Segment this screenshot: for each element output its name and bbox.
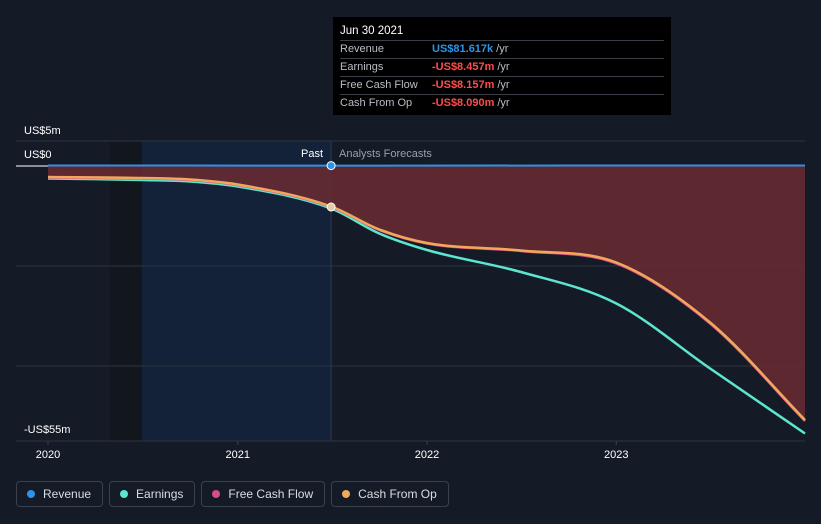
earnings-dot-icon xyxy=(120,490,129,498)
free-cash-flow-dot-icon xyxy=(212,490,221,498)
series-line-cash-from-op xyxy=(47,175,806,421)
tooltip-unit: /yr xyxy=(497,61,510,73)
legend: Revenue Earnings Free Cash Flow Cash Fro… xyxy=(16,481,449,507)
tooltip-row-earnings: Earnings -US$8.457m /yr xyxy=(340,58,664,76)
legend-item-earnings[interactable]: Earnings xyxy=(109,481,196,507)
tooltip-value: -US$8.090m xyxy=(432,97,495,109)
revenue-marker xyxy=(326,161,336,171)
tooltip-row-revenue: Revenue US$81.617k /yr xyxy=(340,40,664,58)
y-label-bottom: -US$55m xyxy=(24,424,70,436)
cash-marker xyxy=(326,202,336,212)
tooltip-row-free-cash-flow: Free Cash Flow -US$8.157m /yr xyxy=(340,76,664,94)
tooltip-value: -US$8.457m xyxy=(432,61,495,73)
y-label-zero: US$0 xyxy=(24,149,52,161)
tooltip-label: Earnings xyxy=(340,61,384,73)
tooltip-label: Cash From Op xyxy=(340,97,413,109)
tooltip-value: US$81.617k xyxy=(432,43,494,55)
legend-item-revenue[interactable]: Revenue xyxy=(16,481,104,507)
x-tick-label: 2020 xyxy=(36,449,60,461)
hover-markers xyxy=(326,161,336,212)
tooltip-label: Revenue xyxy=(340,43,385,55)
series-line-earnings xyxy=(47,177,806,435)
x-tick-label: 2022 xyxy=(415,449,439,461)
y-label-top: US$5m xyxy=(24,125,61,137)
x-tick-label: 2023 xyxy=(604,449,628,461)
past-label: Past xyxy=(301,148,323,160)
legend-label: Earnings xyxy=(136,487,184,501)
axis-labels: US$5m US$0 -US$55m Past Analysts Forecas… xyxy=(24,125,432,436)
free-cash-flow-area xyxy=(48,165,805,421)
forecast-label: Analysts Forecasts xyxy=(339,148,432,160)
legend-label: Revenue xyxy=(43,487,92,501)
legend-item-cash-from-op[interactable]: Cash From Op xyxy=(331,481,449,507)
legend-label: Cash From Op xyxy=(358,487,437,501)
cash-from-op-dot-icon xyxy=(342,490,351,498)
legend-label: Free Cash Flow xyxy=(228,487,314,501)
x-tick-label: 2021 xyxy=(226,449,250,461)
revenue-dot-icon xyxy=(27,490,35,498)
tooltip-unit: /yr xyxy=(497,97,510,109)
x-ticks: 2020 2021 2022 2023 xyxy=(36,441,629,461)
shade-band-dark xyxy=(110,141,142,441)
tooltip-unit: /yr xyxy=(497,79,510,91)
tooltip: Jun 30 2021 Revenue US$81.617k /yr Earni… xyxy=(333,17,671,115)
tooltip-row-cash-from-op: Cash From Op -US$8.090m /yr xyxy=(340,94,664,112)
tooltip-unit: /yr xyxy=(496,43,509,55)
series-lines xyxy=(47,164,806,435)
tooltip-date: Jun 30 2021 xyxy=(340,25,404,37)
tooltip-label: Free Cash Flow xyxy=(340,79,418,91)
tooltip-value: -US$8.157m xyxy=(432,79,495,91)
legend-item-free-cash-flow[interactable]: Free Cash Flow xyxy=(201,481,326,507)
forecast-area xyxy=(48,165,805,421)
